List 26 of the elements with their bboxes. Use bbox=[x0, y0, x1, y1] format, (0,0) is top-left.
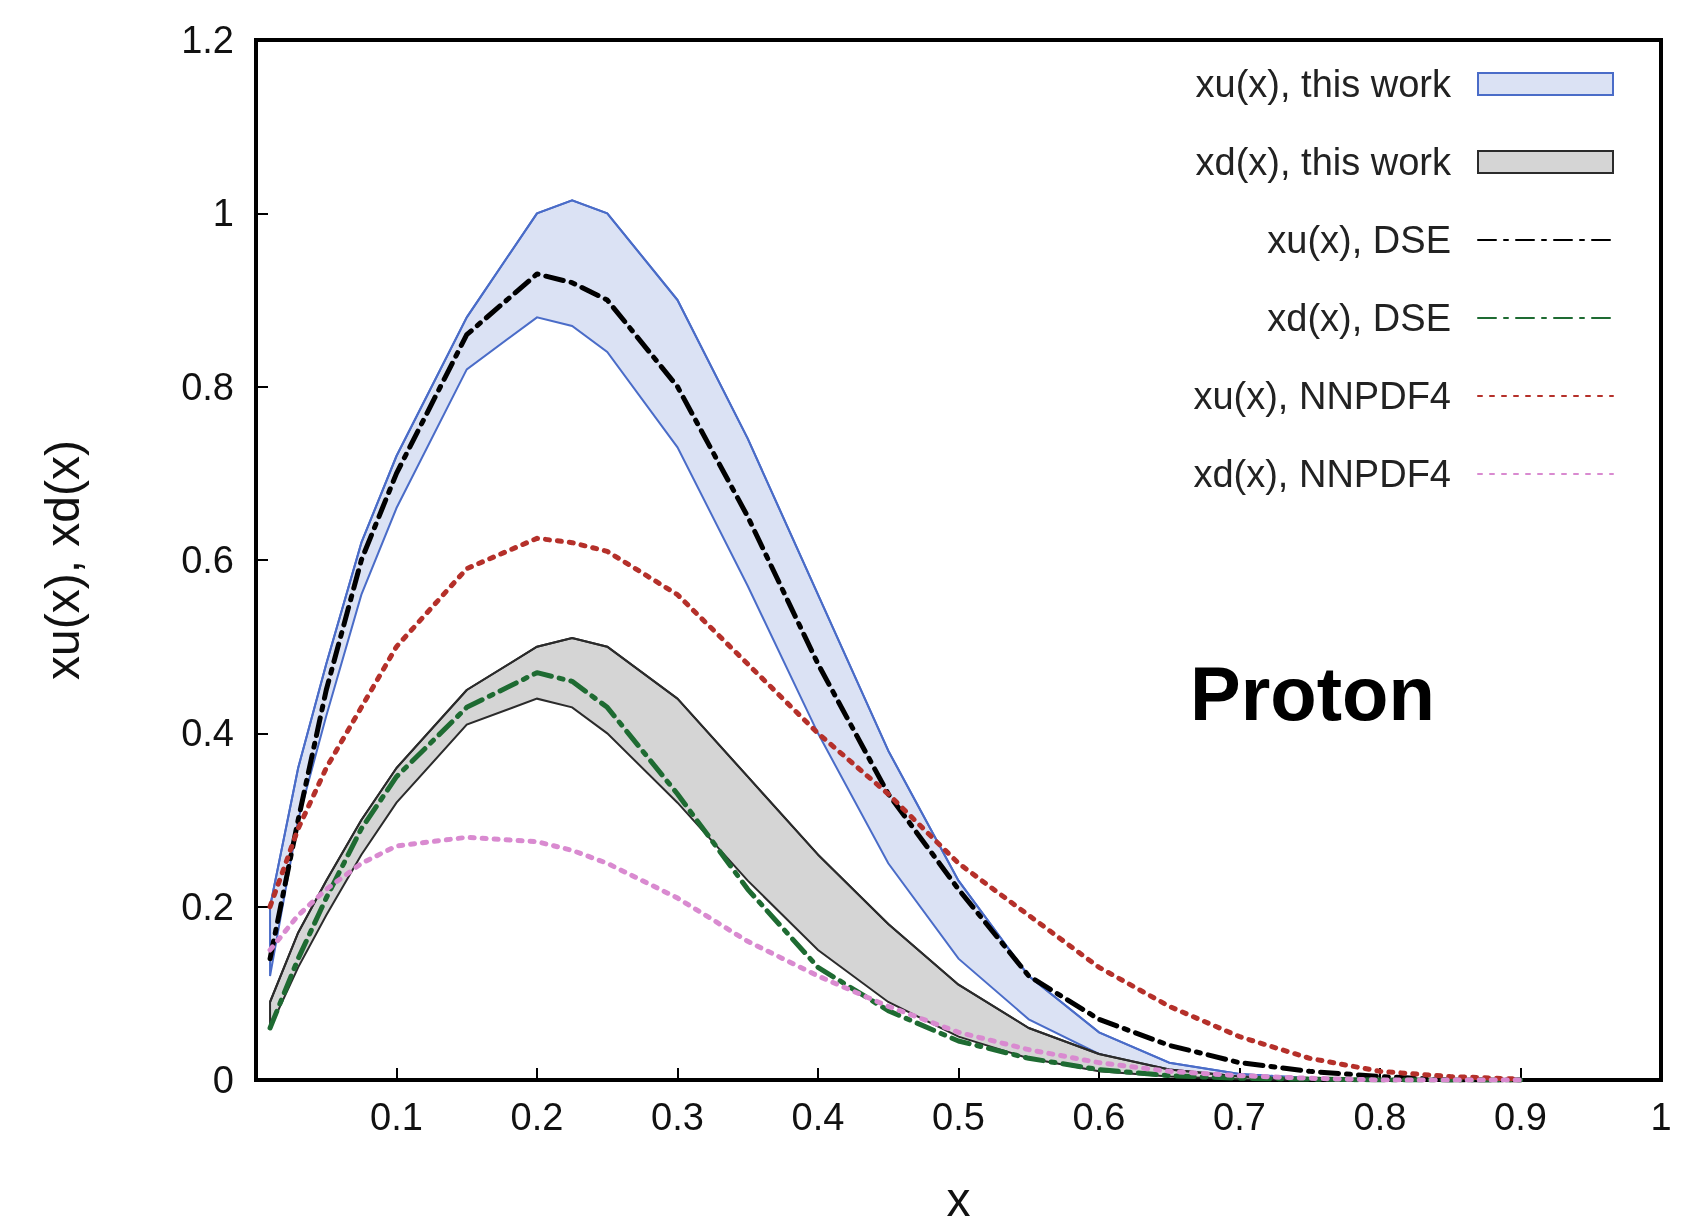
x-tick-label: 0.8 bbox=[1353, 1096, 1407, 1138]
x-axis-title: x bbox=[946, 1172, 971, 1226]
x-tick-label: 1 bbox=[1650, 1096, 1672, 1138]
x-tick-label: 0.2 bbox=[510, 1096, 564, 1138]
legend-label: xd(x), DSE bbox=[1267, 297, 1451, 339]
x-tick-label: 0.7 bbox=[1213, 1096, 1266, 1138]
x-tick-label: 0.6 bbox=[1072, 1096, 1126, 1138]
x-tick-label: 0.1 bbox=[370, 1096, 423, 1138]
x-tick-label: 0.3 bbox=[651, 1096, 704, 1138]
x-tick-label: 0.9 bbox=[1494, 1096, 1547, 1138]
legend-label: xd(x), NNPDF4 bbox=[1193, 453, 1451, 495]
y-tick-label: 0.6 bbox=[181, 539, 234, 581]
annotation: Proton bbox=[1190, 650, 1435, 736]
y-tick-label: 0.2 bbox=[181, 885, 234, 928]
legend-label: xu(x), this work bbox=[1195, 63, 1452, 105]
x-tick-label: 0.4 bbox=[791, 1096, 845, 1138]
y-tick-label: 0.8 bbox=[181, 365, 234, 408]
legend-label: xu(x), NNPDF4 bbox=[1193, 375, 1451, 417]
legend-label: xd(x), this work bbox=[1195, 141, 1452, 183]
legend-label: xu(x), DSE bbox=[1267, 219, 1451, 261]
y-tick-label: 0.4 bbox=[181, 712, 234, 755]
y-tick-label: 1.2 bbox=[181, 19, 234, 61]
y-axis-title: xu(x), xd(x) bbox=[35, 440, 89, 680]
y-tick-label: 0 bbox=[212, 1059, 234, 1101]
y-tick-label: 1 bbox=[212, 192, 234, 235]
x-tick-label: 0.5 bbox=[932, 1096, 985, 1138]
